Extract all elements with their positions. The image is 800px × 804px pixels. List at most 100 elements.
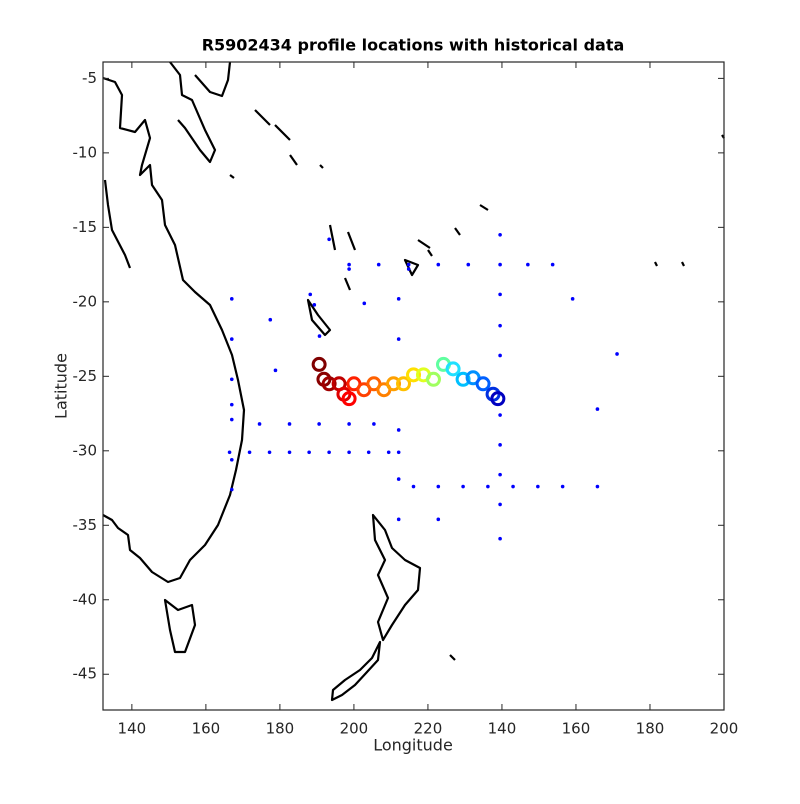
- historical-point: [317, 422, 321, 426]
- x-tick-label: 160: [192, 720, 221, 738]
- historical-point: [498, 472, 502, 477]
- historical-point: [347, 262, 351, 267]
- historical-point: [229, 487, 234, 492]
- tasmania: [163, 598, 197, 654]
- historical-point: [396, 450, 401, 455]
- historical-point: [526, 262, 530, 267]
- y-tick-label: -25: [73, 367, 98, 385]
- historical-point: [327, 237, 331, 242]
- coastlines: [102, 61, 725, 702]
- y-tick-label: -40: [73, 590, 98, 608]
- solomons: [229, 109, 725, 661]
- profile-marker: [396, 376, 412, 392]
- historical-point: [595, 407, 600, 411]
- historical-point: [498, 353, 502, 358]
- historical-point: [268, 317, 273, 322]
- historical-point: [376, 262, 381, 267]
- historical-point: [550, 262, 555, 267]
- profile-marker: [445, 361, 461, 377]
- x-tick-label: 180: [636, 720, 665, 738]
- historical-point: [347, 267, 351, 271]
- png-coast: [169, 61, 232, 164]
- historical-point: [406, 267, 411, 271]
- historical-point: [461, 484, 465, 489]
- vanuatu: [328, 224, 357, 291]
- x-tick-label: 200: [340, 720, 369, 738]
- historical-point: [498, 233, 502, 237]
- historical-point: [312, 303, 317, 307]
- chart-title: R5902434 profile locations with historic…: [202, 36, 625, 55]
- profile-marker: [475, 376, 491, 392]
- x-tick-label: 140: [488, 720, 517, 738]
- profile-marker: [425, 371, 441, 387]
- cape-york: [103, 179, 132, 269]
- historical-point: [229, 377, 234, 382]
- historical-point: [411, 484, 416, 489]
- historical-point: [229, 457, 234, 462]
- x-tick-label: 200: [710, 720, 739, 738]
- australia-coast: [102, 76, 246, 584]
- x-tick-label: 160: [562, 720, 591, 738]
- historical-point: [229, 402, 234, 407]
- x-tick-label: 220: [414, 720, 443, 738]
- profile-marker: [406, 367, 421, 383]
- historical-point: [327, 450, 331, 455]
- historical-point: [498, 502, 502, 507]
- historical-point: [396, 477, 401, 481]
- historical-point: [498, 292, 502, 297]
- historical-point: [347, 450, 351, 455]
- new-zealand-south: [330, 640, 382, 702]
- profile-marker: [341, 391, 357, 407]
- y-axis-label: Latitude: [52, 353, 71, 419]
- historical-point: [308, 292, 313, 297]
- historical-point: [536, 484, 540, 489]
- historical-point: [498, 262, 502, 267]
- profile-marker: [455, 371, 471, 387]
- historical-point: [247, 450, 252, 455]
- historical-point: [615, 352, 619, 356]
- historical-point: [229, 417, 234, 422]
- historical-point: [366, 450, 371, 455]
- historical-point: [317, 334, 322, 338]
- historical-point: [386, 450, 391, 455]
- y-tick-label: -45: [73, 665, 98, 683]
- historical-point: [498, 413, 502, 417]
- new-caledonia: [306, 298, 332, 337]
- historical-point: [257, 422, 262, 426]
- historical-point: [267, 450, 272, 455]
- profile-marker: [321, 376, 337, 392]
- y-tick-label: -20: [73, 292, 98, 310]
- y-tick-label: -5: [82, 69, 97, 87]
- historical-point: [347, 422, 351, 426]
- y-tick-label: -35: [73, 516, 98, 534]
- historical-point: [498, 323, 502, 328]
- historical-point: [227, 450, 232, 455]
- historical-point: [229, 337, 234, 341]
- historical-point: [498, 536, 502, 541]
- historical-point: [287, 422, 292, 426]
- historical-point: [396, 297, 401, 301]
- historical-point: [436, 484, 441, 489]
- new-zealand-north: [371, 513, 422, 642]
- profile-marker: [311, 356, 327, 372]
- x-tick-label: 180: [266, 720, 295, 738]
- x-axis-label: Longitude: [373, 736, 453, 755]
- historical-point: [396, 337, 401, 341]
- historical-point: [396, 517, 401, 522]
- historical-point: [560, 484, 565, 489]
- historical-point: [406, 262, 411, 267]
- y-tick-label: -15: [73, 218, 98, 236]
- historical-point: [229, 297, 234, 301]
- historical-point: [466, 262, 471, 267]
- profile-marker: [386, 376, 402, 392]
- historical-point: [372, 422, 376, 426]
- historical-point: [486, 484, 490, 489]
- historical-point: [396, 428, 401, 432]
- historical-point: [362, 301, 367, 306]
- profile-marker: [490, 391, 506, 407]
- y-tick-label: -30: [73, 441, 98, 459]
- historical-point: [570, 297, 575, 301]
- axes-box: [102, 61, 725, 711]
